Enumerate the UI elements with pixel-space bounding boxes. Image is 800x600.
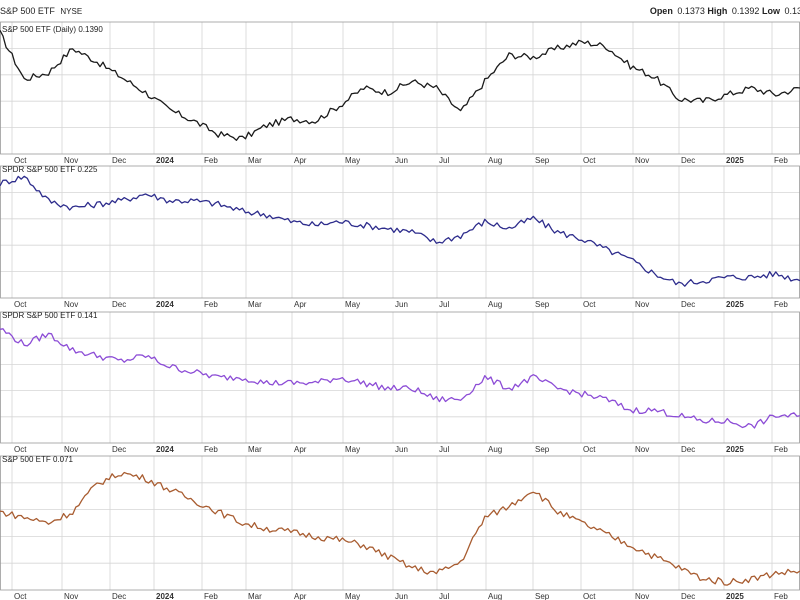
x-tick-label: Aug (488, 300, 502, 309)
x-tick-label: Jul (439, 592, 449, 600)
x-tick-label: Nov (64, 592, 78, 600)
x-tick-label: Mar (248, 592, 262, 600)
x-tick-label: Sep (535, 300, 550, 309)
panel-title: S&P 500 ETF (Daily) 0.1390 (2, 25, 103, 34)
x-tick-label: Apr (294, 300, 307, 309)
x-tick-label: Nov (635, 156, 649, 165)
x-tick-label: Oct (14, 592, 27, 600)
x-tick-label: Feb (774, 445, 788, 454)
high-label: High (707, 6, 728, 16)
x-tick-label: Dec (112, 156, 126, 165)
x-tick-label: Apr (294, 592, 307, 600)
open-label: Open (649, 6, 673, 16)
x-tick-label: Feb (204, 300, 218, 309)
x-tick-label: Feb (204, 445, 218, 454)
symbol-line: S&P 500 ETF (0, 6, 55, 16)
x-tick-label: Aug (488, 156, 502, 165)
ohl-readout: Open 0.1373 High 0.1392 Low 0.13 (650, 6, 800, 20)
x-tick-label: 2024 (156, 592, 174, 600)
x-tick-label: Dec (112, 300, 126, 309)
x-tick-label: 2024 (156, 300, 174, 309)
x-tick-label: May (345, 445, 360, 454)
x-tick-label: Jun (395, 300, 408, 309)
panel-title: SPDR S&P 500 ETF 0.225 (2, 165, 98, 174)
x-tick-label: Mar (248, 300, 262, 309)
x-tick-label: 2025 (726, 445, 744, 454)
x-tick-label: Dec (681, 445, 695, 454)
x-tick-label: Sep (535, 445, 550, 454)
x-tick-label: Jul (439, 300, 449, 309)
x-tick-label: May (345, 156, 360, 165)
x-tick-label: 2025 (726, 300, 744, 309)
series-line (0, 328, 800, 429)
low-label: Low (761, 6, 780, 16)
x-tick-label: Nov (635, 592, 649, 600)
x-tick-label: May (345, 592, 360, 600)
x-tick-label: Oct (583, 156, 596, 165)
x-tick-label: Aug (488, 592, 502, 600)
x-tick-label: Apr (294, 156, 307, 165)
x-tick-label: Dec (112, 592, 126, 600)
x-tick-label: 2024 (156, 156, 174, 165)
panel-title: SPDR S&P 500 ETF 0.141 (2, 311, 98, 320)
x-tick-label: 2025 (726, 592, 744, 600)
series-line (0, 30, 800, 141)
open-value: 0.1373 (677, 6, 705, 16)
x-tick-label: Aug (488, 445, 502, 454)
symbol-header: S&P 500 ETF NYSE (0, 6, 82, 20)
x-tick-label: Oct (583, 592, 596, 600)
x-tick-label: Feb (774, 300, 788, 309)
x-tick-label: Feb (774, 592, 788, 600)
high-value: 0.1392 (731, 6, 760, 16)
x-tick-label: Jul (439, 156, 449, 165)
x-tick-label: Oct (14, 445, 27, 454)
x-tick-label: Sep (535, 156, 550, 165)
x-tick-label: Nov (64, 445, 78, 454)
x-tick-label: Dec (681, 300, 695, 309)
panel-frame (0, 21, 800, 155)
x-tick-label: Nov (64, 300, 78, 309)
x-tick-label: Sep (535, 592, 550, 600)
low-value: 0.13 (784, 6, 800, 16)
x-tick-label: 2024 (156, 445, 174, 454)
x-tick-label: Jul (439, 445, 449, 454)
x-tick-label: Jun (395, 592, 408, 600)
x-tick-label: Dec (112, 445, 126, 454)
x-tick-label: Feb (774, 156, 788, 165)
panel-frame (0, 311, 800, 444)
x-tick-label: Oct (14, 156, 27, 165)
x-tick-label: Mar (248, 156, 262, 165)
x-tick-label: 2025 (726, 156, 744, 165)
x-tick-label: Nov (635, 445, 649, 454)
x-tick-label: Dec (681, 592, 695, 600)
x-tick-label: Feb (204, 592, 218, 600)
x-tick-label: May (345, 300, 360, 309)
x-tick-label: Nov (635, 300, 649, 309)
x-tick-label: Dec (681, 156, 695, 165)
x-tick-label: Nov (64, 156, 78, 165)
x-tick-label: Mar (248, 445, 262, 454)
x-tick-label: Oct (583, 445, 596, 454)
x-tick-label: Jun (395, 445, 408, 454)
series-line (0, 175, 800, 287)
x-tick-label: Feb (204, 156, 218, 165)
x-tick-label: Oct (14, 300, 27, 309)
exchange-label: NYSE (60, 7, 83, 16)
x-tick-label: Oct (583, 300, 596, 309)
series-line (0, 471, 800, 586)
x-tick-label: Apr (294, 445, 307, 454)
panel-title: S&P 500 ETF 0.071 (2, 455, 74, 464)
x-tick-label: Jun (395, 156, 408, 165)
